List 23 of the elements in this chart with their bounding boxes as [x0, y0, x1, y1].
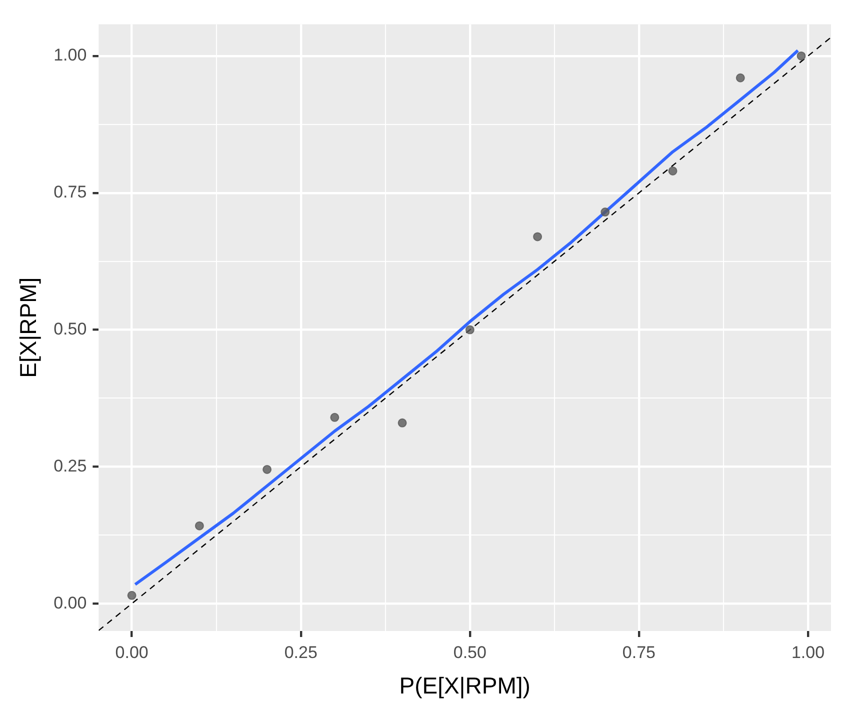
point [796, 51, 806, 60]
y-tick-label: 1.00 [54, 46, 87, 65]
x-tick-label: 1.00 [791, 642, 825, 662]
y-tick-label: 0.00 [54, 593, 87, 612]
y-axis-title: E[X|RPM] [15, 277, 42, 378]
point [736, 73, 745, 82]
point [668, 166, 678, 176]
y-tick-label: 0.50 [54, 319, 87, 338]
point [465, 325, 474, 334]
point [600, 208, 610, 217]
x-tick-label: 0.00 [115, 642, 148, 662]
point [262, 464, 272, 474]
x-tick-label: 0.75 [622, 642, 656, 662]
y-tick-label: 0.75 [54, 182, 87, 202]
point [533, 232, 542, 242]
point [194, 521, 204, 530]
x-tick-label: 0.25 [284, 642, 318, 662]
point [398, 418, 407, 428]
x-tick-label: 0.50 [453, 642, 486, 662]
point [330, 412, 340, 422]
point [127, 590, 136, 600]
y-tick-label: 0.25 [54, 456, 87, 476]
x-axis-title: P(E[X|RPM]) [399, 672, 530, 699]
